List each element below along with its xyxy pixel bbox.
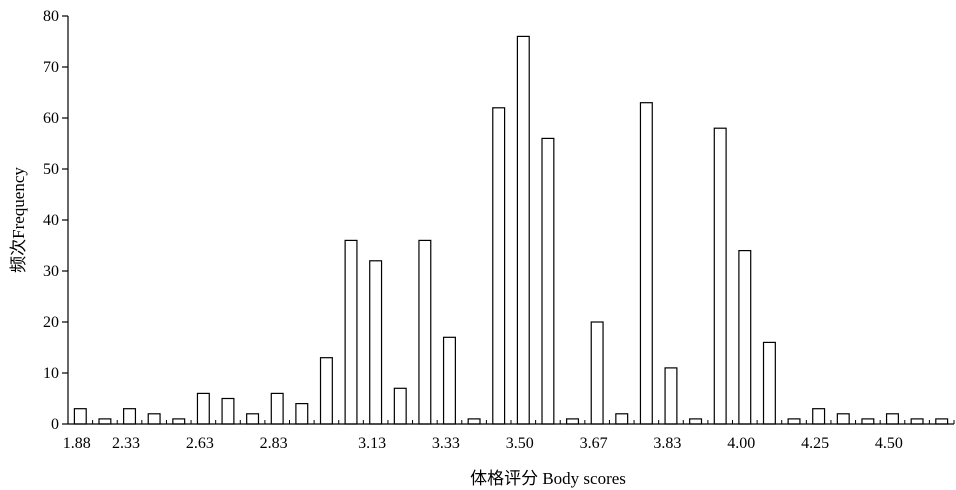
bar <box>762 341 776 425</box>
x-axis-ticks: 1.88 2.33 2.63 2.83 3.13 3.33 3.50 3.67 3.83 4.00… <box>63 420 955 452</box>
y-tick-label: 40 <box>43 212 59 229</box>
y-tick-label: 0 <box>51 416 59 433</box>
bar <box>172 418 186 425</box>
x-axis-title: 体格评分 Body scores <box>470 469 626 488</box>
bar <box>615 413 629 425</box>
bar <box>246 413 260 425</box>
bar <box>787 418 801 425</box>
y-tick-label: 50 <box>43 161 59 178</box>
bar <box>836 413 850 425</box>
bar <box>442 336 456 425</box>
bar <box>639 102 653 425</box>
x-tick-label: 3.13 <box>358 435 386 452</box>
bar <box>467 418 481 425</box>
y-tick-label: 60 <box>43 110 59 127</box>
y-tick-label: 70 <box>43 59 59 76</box>
x-tick-label: 4.50 <box>875 435 903 452</box>
bars-group <box>73 35 949 425</box>
bar <box>935 418 949 425</box>
bar <box>713 127 727 425</box>
x-tick-label: 3.33 <box>432 435 460 452</box>
x-tick-label: 3.67 <box>580 435 608 452</box>
bar <box>885 413 899 425</box>
x-tick-label: 2.33 <box>112 435 140 452</box>
bar <box>590 321 604 425</box>
bar <box>393 387 407 425</box>
bar <box>369 260 383 425</box>
bar <box>541 137 555 425</box>
x-tick-label: 3.83 <box>653 435 681 452</box>
bar <box>812 408 826 425</box>
bar <box>98 418 112 425</box>
bar <box>689 418 703 425</box>
bar <box>147 413 161 425</box>
y-tick-label: 10 <box>43 365 59 382</box>
bar <box>910 418 924 425</box>
x-tick-label: 4.00 <box>727 435 755 452</box>
bar <box>344 239 358 425</box>
x-tick-label: 2.63 <box>186 435 214 452</box>
bar <box>516 35 530 425</box>
bar <box>664 367 678 425</box>
axes-group <box>67 16 954 425</box>
bar <box>738 250 752 425</box>
bar <box>418 239 432 425</box>
x-tick-label: 2.83 <box>260 435 288 452</box>
x-tick-label: 4.25 <box>801 435 829 452</box>
y-tick-label: 20 <box>43 314 59 331</box>
y-tick-label: 30 <box>43 263 59 280</box>
bar <box>492 107 506 425</box>
y-axis-ticks: 0 10 20 30 40 50 60 70 80 <box>43 8 68 433</box>
x-tick-label: 1.88 <box>63 435 91 452</box>
bar <box>319 357 333 425</box>
bar <box>295 403 309 425</box>
y-axis-title: 频次Frequency <box>9 167 28 273</box>
y-tick-label: 80 <box>43 8 59 25</box>
bar <box>196 392 210 425</box>
bar <box>123 408 137 425</box>
bar <box>73 408 87 425</box>
bar <box>270 392 284 425</box>
bar <box>861 418 875 425</box>
bar <box>221 397 235 425</box>
bar <box>566 418 580 425</box>
x-tick-label: 3.50 <box>506 435 534 452</box>
